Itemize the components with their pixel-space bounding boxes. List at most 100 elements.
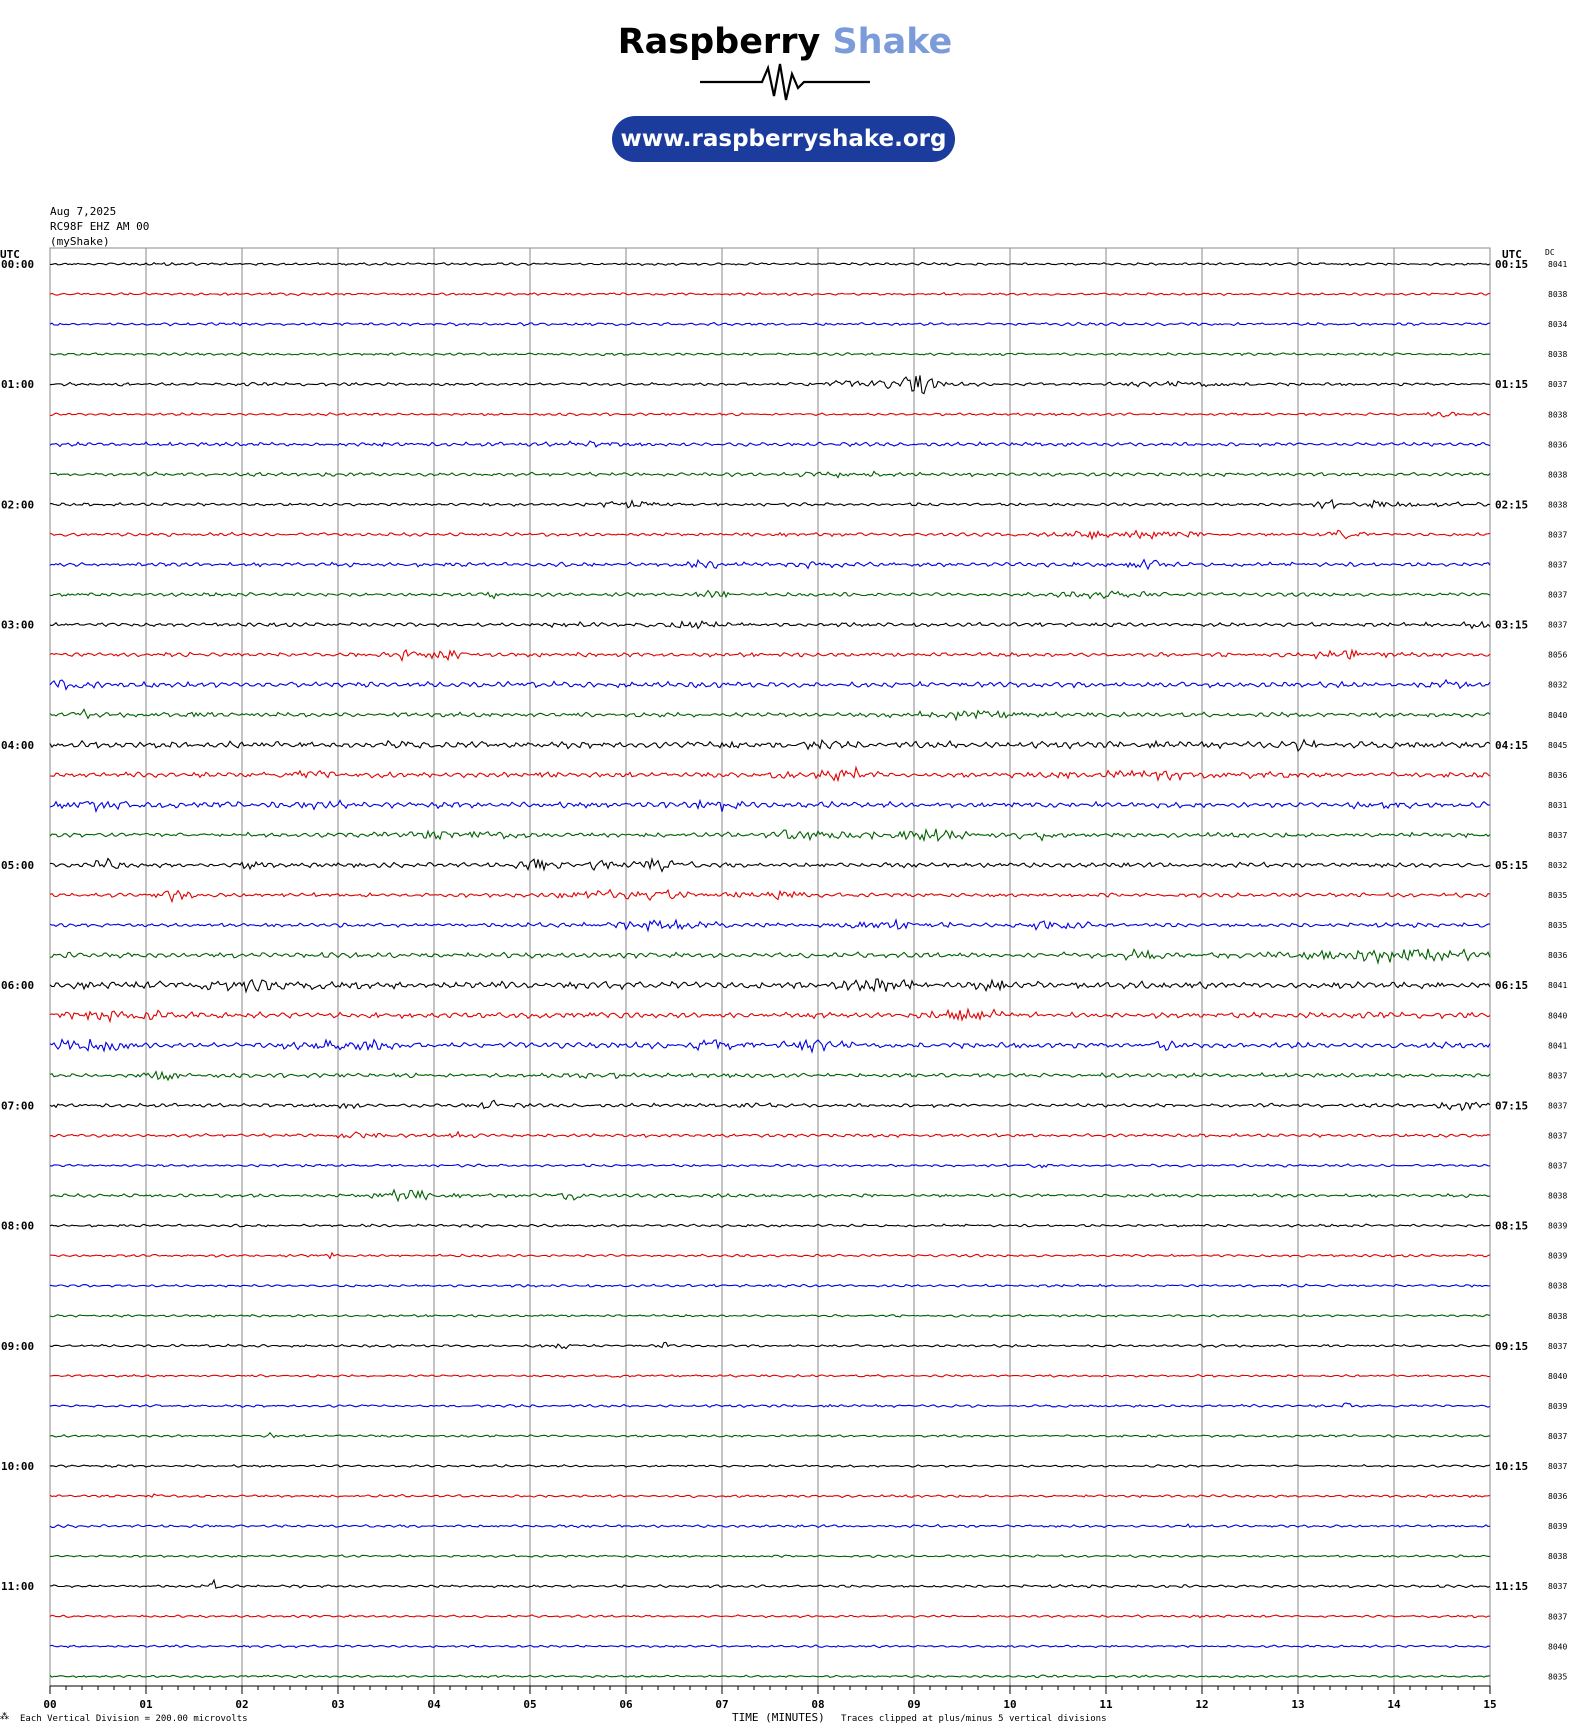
chart-grid — [49, 247, 1491, 1694]
dc-offset-label: 8037 — [1548, 621, 1567, 630]
trace-line — [49, 1130, 1491, 1139]
trace-line — [49, 498, 1491, 510]
trace-line — [49, 529, 1491, 541]
dc-offset-label: 8039 — [1548, 1522, 1567, 1531]
trace-line — [49, 291, 1491, 297]
trace-line — [49, 321, 1491, 327]
clip-note: Traces clipped at plus/minus 5 vertical … — [841, 1714, 1107, 1724]
dc-offset-label: 8031 — [1548, 801, 1567, 810]
dc-offset-label: 8038 — [1548, 500, 1567, 509]
trace-line — [49, 738, 1491, 753]
dc-offset-label: 8038 — [1548, 1552, 1567, 1561]
seismic-wave-icon — [700, 63, 870, 101]
trace-line — [49, 1223, 1491, 1228]
trace-line — [49, 1283, 1491, 1288]
dc-offset-label: 8037 — [1548, 1131, 1567, 1140]
hour-label-right: 05:15 — [1495, 859, 1528, 872]
hour-label-left: 11:00 — [1, 1580, 34, 1593]
trace-line — [49, 558, 1491, 571]
x-tick-label: 12 — [1195, 1698, 1208, 1711]
dc-offset-label: 8032 — [1548, 681, 1567, 690]
dc-offset-label: 8041 — [1548, 1041, 1567, 1050]
trace-line — [49, 352, 1491, 357]
dc-offset-label: 8037 — [1548, 380, 1567, 389]
trace-line — [50, 1251, 1491, 1260]
dc-offset-label: 8041 — [1548, 981, 1567, 990]
trace-line — [49, 1644, 1491, 1649]
network-label: (myShake) — [50, 235, 110, 248]
website-link[interactable]: www.raspberryshake.org — [612, 116, 955, 162]
dc-offset-label: 8041 — [1548, 260, 1567, 269]
dc-offset-label: 8032 — [1548, 861, 1567, 870]
dc-offset-label: 8040 — [1548, 1642, 1567, 1651]
dc-offset-label: 8038 — [1548, 1312, 1567, 1321]
trace-line — [49, 1373, 1491, 1378]
dc-offset-label: 8036 — [1548, 440, 1567, 449]
dc-offset-label: 8040 — [1548, 1372, 1567, 1381]
hour-label-right: 00:15 — [1495, 258, 1528, 271]
dc-offset-label: 8056 — [1548, 651, 1567, 660]
dc-offset-label: 8037 — [1548, 1612, 1567, 1621]
trace-line — [49, 1523, 1491, 1529]
hour-label-left: 07:00 — [1, 1099, 34, 1112]
dc-offset-label: 8038 — [1548, 470, 1567, 479]
trace-line — [49, 440, 1491, 448]
dc-offset-label: 8037 — [1548, 1582, 1567, 1591]
hour-label-right: 08:15 — [1495, 1220, 1528, 1233]
dc-offset-label: 8036 — [1548, 951, 1567, 960]
trace-line — [49, 918, 1490, 933]
dc-offset-label: 8037 — [1548, 530, 1567, 539]
dc-offset-label: 8037 — [1548, 831, 1567, 840]
trace-line — [49, 888, 1491, 904]
trace-line — [49, 1341, 1491, 1350]
x-tick-label: 15 — [1483, 1698, 1496, 1711]
trace-line — [50, 856, 1491, 873]
trace-line — [49, 1464, 1491, 1468]
plot-frame — [49, 247, 1491, 1687]
trace-line — [49, 1163, 1491, 1169]
trace-line — [49, 978, 1491, 994]
trace-line — [49, 708, 1491, 722]
hour-label-left: 01:00 — [1, 378, 34, 391]
trace-line — [49, 1674, 1491, 1679]
x-tick-label: 01 — [139, 1698, 153, 1711]
dc-offset-label: 8037 — [1548, 1432, 1567, 1441]
brand-primary: Raspberry — [617, 22, 821, 62]
dc-offset-label: 8045 — [1548, 741, 1567, 750]
dc-offset-label: 8039 — [1548, 1222, 1567, 1231]
chart-labels: 00 01 02 03 04 05 06 07 08 09 10 11 12 13 14 15 UTC UTC DC… — [0, 248, 1567, 1711]
x-tick-label: 05 — [523, 1698, 536, 1711]
hour-label-left: 00:00 — [1, 258, 34, 271]
dc-offset-label: 8035 — [1548, 1672, 1567, 1681]
trace-line — [49, 1554, 1491, 1558]
trace-line — [49, 1188, 1491, 1203]
x-tick-label: 06 — [619, 1698, 633, 1711]
dc-offset-label: 8039 — [1548, 1402, 1567, 1411]
dc-offset-label: 8037 — [1548, 1162, 1567, 1171]
hour-label-right: 09:15 — [1495, 1340, 1528, 1353]
hour-label-left: 03:00 — [1, 619, 34, 632]
hour-label-left: 04:00 — [1, 739, 34, 752]
trace-line — [49, 1493, 1491, 1499]
dc-offset-label: 8036 — [1548, 771, 1567, 780]
hour-label-left: 05:00 — [1, 859, 34, 872]
record-date: Aug 7,2025 — [50, 205, 117, 218]
trace-line — [49, 1099, 1491, 1112]
brand-name: Raspberry Shake — [0, 22, 1570, 62]
dc-offset-label: 8035 — [1548, 891, 1567, 900]
trace-line — [49, 375, 1491, 395]
x-tick-label: 09 — [907, 1698, 920, 1711]
hour-label-right: 04:15 — [1495, 739, 1528, 752]
dc-offset-label: 8039 — [1548, 1252, 1567, 1261]
hour-label-right: 11:15 — [1495, 1580, 1528, 1593]
trace-line — [49, 1402, 1491, 1408]
x-tick-label: 03 — [331, 1698, 344, 1711]
dc-offset-label: 8037 — [1548, 1342, 1567, 1351]
trace-line — [49, 470, 1491, 479]
brand-accent: Shake — [832, 22, 953, 62]
hour-label-right: 01:15 — [1495, 378, 1528, 391]
raspberry-shake-logo: Raspberry Shake www.raspberryshake.org — [0, 0, 1570, 180]
trace-line — [49, 1431, 1491, 1439]
trace-line — [49, 1007, 1491, 1024]
right-axis-title: UTC — [1502, 248, 1522, 261]
